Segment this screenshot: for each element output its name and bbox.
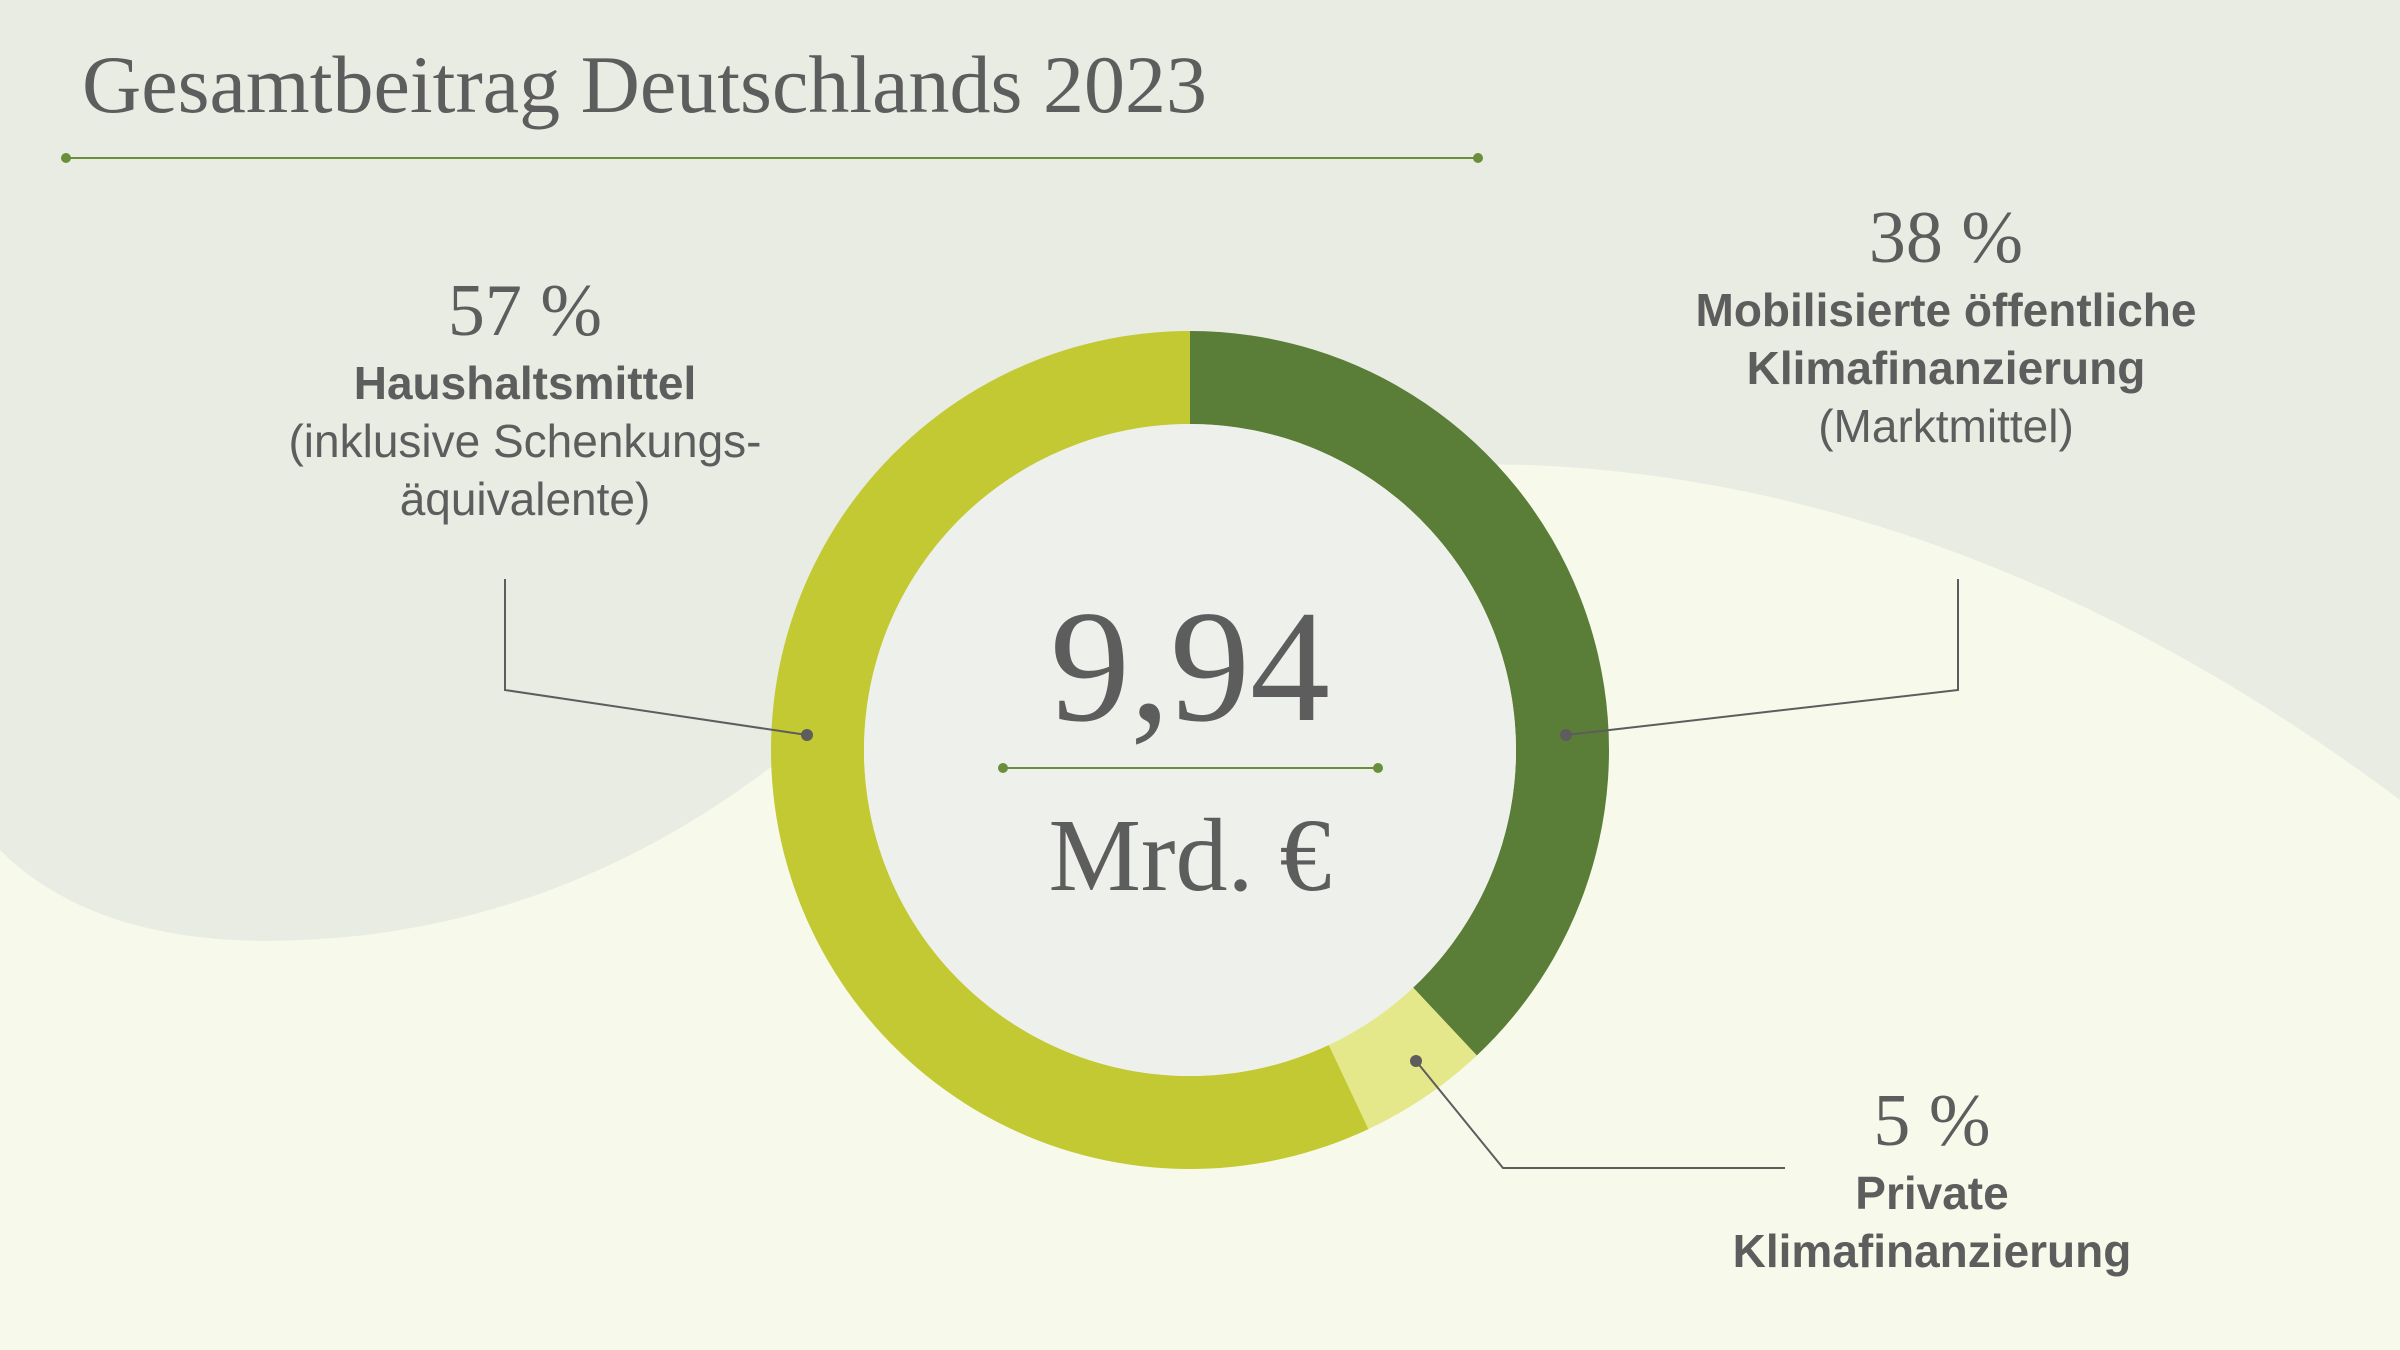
leader-line — [1565, 579, 1959, 736]
donut-center — [864, 424, 1516, 1076]
rule-dot — [61, 153, 71, 163]
leader-line — [1415, 1060, 1785, 1169]
value-label: 5 % — [1873, 1080, 1991, 1162]
donut-segment — [1328, 987, 1477, 1130]
rule-dot — [1373, 763, 1383, 773]
leader-dot — [1560, 729, 1572, 741]
leader-dot — [1410, 1055, 1422, 1067]
donut-segment — [771, 331, 1369, 1169]
donut-segment — [1190, 331, 1610, 1056]
center-value: 9,94 — [1050, 577, 1330, 755]
leader-dot — [801, 729, 813, 741]
value-label: 38 % — [1868, 197, 2024, 279]
segment-label: 57 % Haushaltsmittel (inklusive Schenkungs… — [225, 268, 825, 528]
center-unit: Mrd. € — [1048, 798, 1331, 913]
leader-line — [504, 579, 808, 736]
value-label: 57 % — [447, 270, 603, 352]
category-note: (inklusive Schenkungs-äquivalente) — [288, 415, 762, 525]
category-label: Mobilisierte öffentliche Klimafinanzieru… — [1695, 284, 2197, 394]
category-label: Haushaltsmittel — [353, 357, 697, 409]
chart-title: Gesamtbeitrag Deutschlands 2023 — [82, 39, 1207, 130]
segment-label: 38 % Mobilisierte öffentliche Klimafinanz… — [1666, 195, 2226, 455]
rule-dot — [1473, 153, 1483, 163]
category-note: (Marktmittel) — [1818, 400, 2074, 452]
segment-label: 5 % Private Klimafinanzierung — [1652, 1078, 2212, 1280]
category-label: Private Klimafinanzierung — [1732, 1167, 2132, 1277]
rule-dot — [998, 763, 1008, 773]
